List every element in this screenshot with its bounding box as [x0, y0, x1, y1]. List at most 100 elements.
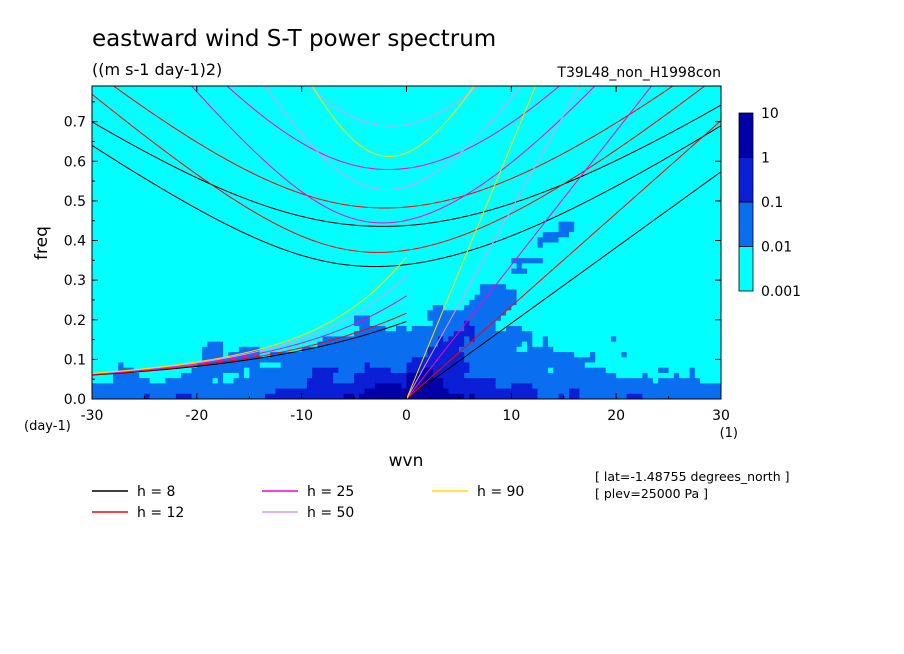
- heatmap-cell: [375, 195, 381, 202]
- heatmap-cell: [306, 96, 313, 103]
- heatmap-cell: [411, 279, 418, 285]
- heatmap-cell: [432, 289, 439, 296]
- heatmap-cell: [291, 252, 298, 259]
- heatmap-cell: [264, 242, 271, 249]
- heatmap-cell: [123, 169, 130, 176]
- heatmap-cell: [207, 232, 214, 238]
- heatmap-cell: [474, 122, 481, 129]
- heatmap-cell: [563, 143, 570, 150]
- heatmap-cell: [479, 101, 486, 108]
- heatmap-cell: [118, 169, 125, 176]
- heatmap-cell: [705, 279, 712, 285]
- heatmap-cell: [133, 159, 140, 165]
- heatmap-cell: [359, 237, 366, 244]
- heatmap-cell: [154, 86, 161, 92]
- heatmap-cell: [390, 112, 397, 118]
- heatmap-cell: [296, 195, 303, 202]
- heatmap-cell: [217, 122, 224, 129]
- heatmap-cell: [123, 179, 130, 186]
- heatmap-cell: [437, 185, 444, 191]
- heatmap-cell: [647, 159, 654, 165]
- heatmap-cell: [626, 273, 633, 280]
- heatmap-cell: [238, 101, 245, 108]
- heatmap-cell: [139, 200, 146, 207]
- heatmap-cell: [128, 174, 135, 181]
- heatmap-cell: [196, 263, 203, 270]
- heatmap-cell: [516, 153, 523, 160]
- heatmap-cell: [521, 195, 528, 202]
- heatmap-cell: [296, 200, 303, 207]
- heatmap-cell: [390, 179, 397, 186]
- heatmap-cell: [327, 247, 334, 254]
- heatmap-cell: [679, 169, 685, 176]
- heatmap-cell: [574, 242, 581, 249]
- heatmap-cell: [511, 294, 518, 301]
- heatmap-cell: [631, 205, 638, 212]
- heatmap-cell: [228, 294, 235, 301]
- heatmap-cell: [327, 164, 334, 171]
- heatmap-cell: [207, 242, 214, 249]
- heatmap-cell: [448, 190, 455, 197]
- heatmap-cell: [647, 143, 654, 150]
- heatmap-cell: [506, 190, 512, 197]
- heatmap-cell: [432, 195, 439, 202]
- heatmap-cell: [348, 237, 355, 244]
- heatmap-cell: [579, 205, 586, 212]
- heatmap-cell: [285, 106, 292, 113]
- heatmap-cell: [464, 96, 470, 103]
- heatmap-cell: [574, 205, 581, 212]
- heatmap-cell: [312, 200, 318, 207]
- heatmap-cell: [285, 190, 292, 197]
- heatmap-cell: [139, 169, 146, 176]
- heatmap-cell: [663, 164, 670, 171]
- heatmap-cell: [396, 91, 402, 98]
- heatmap-cell: [275, 132, 282, 139]
- heatmap-cell: [133, 169, 140, 176]
- heatmap-cell: [270, 96, 277, 103]
- heatmap-cell: [527, 237, 533, 244]
- heatmap-cell: [259, 294, 266, 301]
- heatmap-cell: [605, 101, 612, 108]
- heatmap-cell: [610, 205, 617, 212]
- heatmap-cell: [154, 132, 161, 139]
- heatmap-cell: [532, 159, 539, 165]
- heatmap-cell: [563, 205, 570, 212]
- heatmap-cell: [123, 96, 130, 103]
- heatmap-cell: [343, 289, 350, 296]
- heatmap-cell: [684, 252, 691, 259]
- heatmap-cell: [673, 86, 680, 92]
- heatmap-cell: [264, 279, 271, 285]
- heatmap-cell: [621, 279, 628, 285]
- heatmap-cell: [443, 169, 450, 176]
- heatmap-cell: [154, 138, 161, 144]
- heatmap-cell: [406, 247, 413, 254]
- heatmap-cell: [563, 226, 570, 233]
- heatmap-cell: [574, 159, 581, 165]
- heatmap-cell: [700, 242, 706, 249]
- heatmap-cell: [401, 143, 408, 150]
- heatmap-cell: [369, 211, 376, 218]
- heatmap-cell: [280, 252, 287, 259]
- heatmap-cell: [375, 252, 381, 259]
- heatmap-cell: [469, 252, 476, 259]
- heatmap-cell: [679, 190, 685, 197]
- heatmap-cell: [700, 200, 706, 207]
- heatmap-cell: [375, 159, 381, 165]
- heatmap-cell: [637, 252, 643, 259]
- heatmap-cell: [343, 153, 350, 160]
- heatmap-cell: [191, 279, 198, 285]
- heatmap-cell: [453, 226, 460, 233]
- heatmap-cell: [244, 211, 250, 218]
- heatmap-cell: [584, 221, 591, 228]
- heatmap-cell: [427, 164, 434, 171]
- heatmap-cell: [128, 190, 135, 197]
- heatmap-cell: [500, 273, 507, 280]
- heatmap-cell: [296, 205, 303, 212]
- heatmap-cell: [469, 106, 476, 113]
- heatmap-cell: [254, 169, 261, 176]
- heatmap-cell: [123, 148, 130, 155]
- heatmap-cell: [637, 237, 643, 244]
- heatmap-cell: [427, 268, 434, 275]
- heatmap-cell: [448, 143, 455, 150]
- heatmap-cell: [568, 211, 575, 218]
